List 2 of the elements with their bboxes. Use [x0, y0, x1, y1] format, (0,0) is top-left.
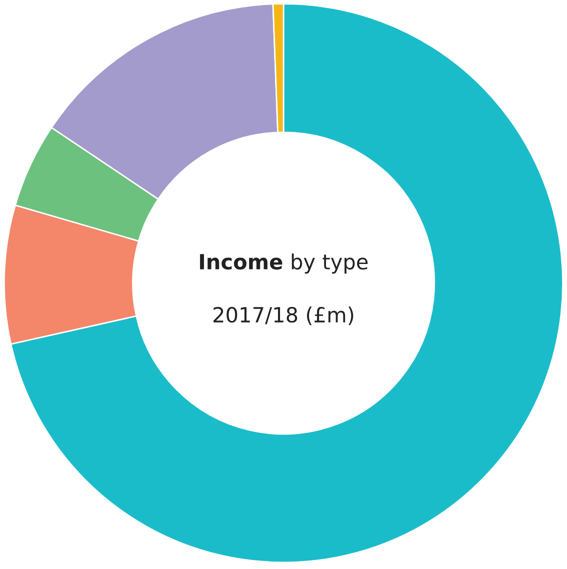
text: Income by type: [200, 253, 368, 274]
text: 2017/18 (£m): [214, 306, 354, 326]
